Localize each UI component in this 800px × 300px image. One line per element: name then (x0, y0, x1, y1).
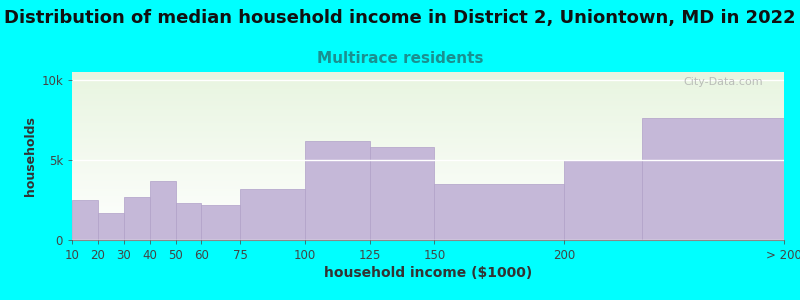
Text: City-Data.com: City-Data.com (683, 77, 762, 87)
Bar (175, 203, 202, 240)
Text: Distribution of median household income in District 2, Uniontown, MD in 2022: Distribution of median household income … (4, 9, 796, 27)
Bar (642, 118, 784, 240)
Bar (564, 160, 642, 240)
Bar (240, 189, 305, 240)
Bar (98, 213, 124, 240)
Bar (202, 205, 240, 240)
Bar (150, 181, 175, 240)
Bar (370, 147, 434, 240)
X-axis label: household income ($1000): household income ($1000) (324, 266, 532, 280)
Bar (72, 200, 98, 240)
Text: Multirace residents: Multirace residents (317, 51, 483, 66)
Y-axis label: households: households (24, 116, 37, 196)
Bar (124, 197, 150, 240)
Bar (305, 141, 370, 240)
Bar (434, 184, 564, 240)
